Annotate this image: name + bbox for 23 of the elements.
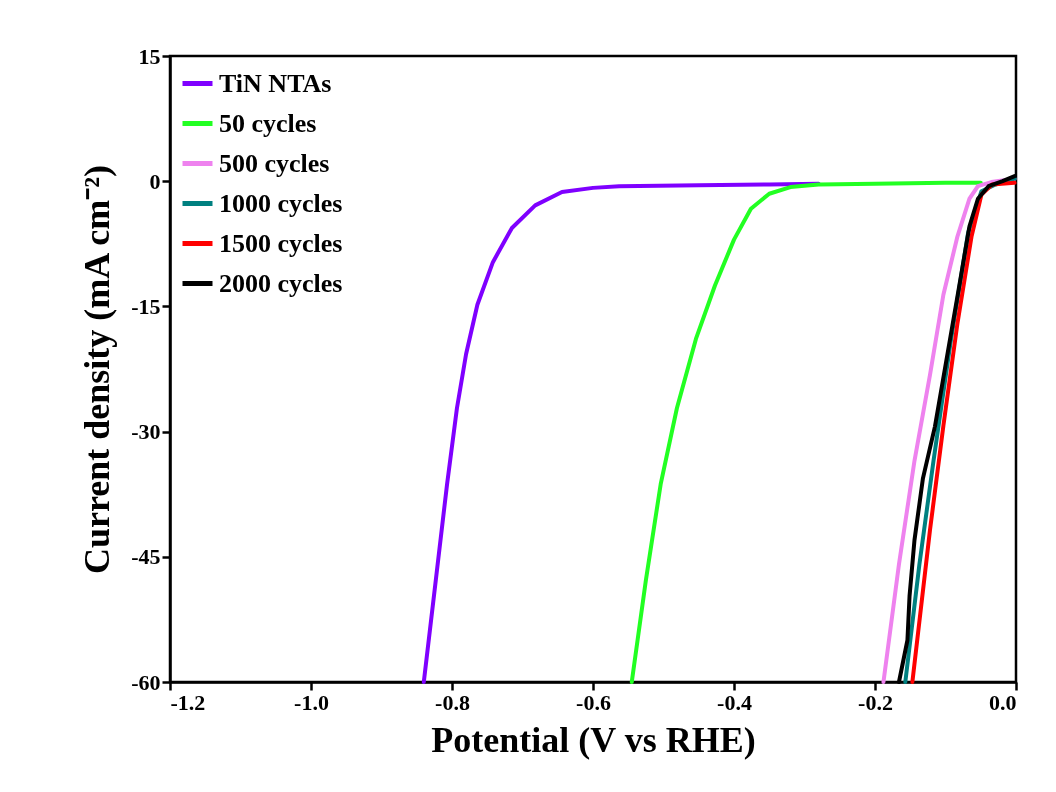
x-tick-label: -0.6 bbox=[576, 689, 611, 715]
y-tick-label: -30 bbox=[131, 419, 161, 445]
x-tick-label: -1.0 bbox=[294, 689, 329, 715]
y-tick-label: -45 bbox=[131, 544, 161, 570]
x-axis-title: Potential (V vs RHE) bbox=[431, 719, 756, 760]
y-tick-label: 15 bbox=[138, 43, 161, 69]
y-tick-label: 0 bbox=[149, 168, 161, 194]
legend-label: 500 cycles bbox=[219, 148, 330, 178]
y-tick-label: -60 bbox=[131, 669, 161, 695]
x-tick-label: -0.2 bbox=[858, 689, 893, 715]
legend-label: 2000 cycles bbox=[219, 268, 343, 298]
y-axis-title: Current density (mA cm⁻²) bbox=[77, 164, 118, 575]
x-tick-label: -0.8 bbox=[435, 689, 470, 715]
line-series bbox=[421, 181, 821, 684]
x-tick-label: -1.2 bbox=[170, 689, 206, 715]
legend-label: TiN NTAs bbox=[219, 68, 332, 98]
legend-label: 50 cycles bbox=[219, 108, 317, 138]
x-tick-label: -0.4 bbox=[717, 689, 752, 715]
line-series bbox=[629, 180, 983, 684]
y-tick-label: -15 bbox=[131, 293, 161, 319]
legend-label: 1000 cycles bbox=[219, 188, 343, 218]
x-tick-label: 0.0 bbox=[989, 689, 1017, 715]
legend-label: 1500 cycles bbox=[219, 228, 343, 258]
